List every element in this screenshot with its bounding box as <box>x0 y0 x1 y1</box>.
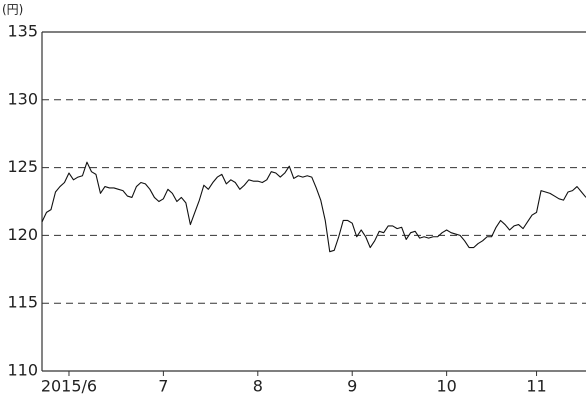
y-axis-unit: (円) <box>2 3 23 17</box>
y-tick-label: 110 <box>7 361 38 380</box>
price-line <box>41 161 586 253</box>
y-tick-label: 120 <box>7 225 38 244</box>
y-tick-label: 130 <box>7 89 38 108</box>
y-tick-label: 115 <box>7 293 38 312</box>
y-tick-label: 135 <box>7 22 38 41</box>
x-tick-label: 11 <box>526 377 546 396</box>
x-tick-label: 8 <box>253 377 263 396</box>
x-tick-label: 7 <box>158 377 168 396</box>
x-tick-label: 10 <box>436 377 456 396</box>
x-tick-label: 2015/6 <box>41 377 97 396</box>
x-tick-label: 9 <box>347 377 357 396</box>
y-tick-label: 125 <box>7 157 38 176</box>
